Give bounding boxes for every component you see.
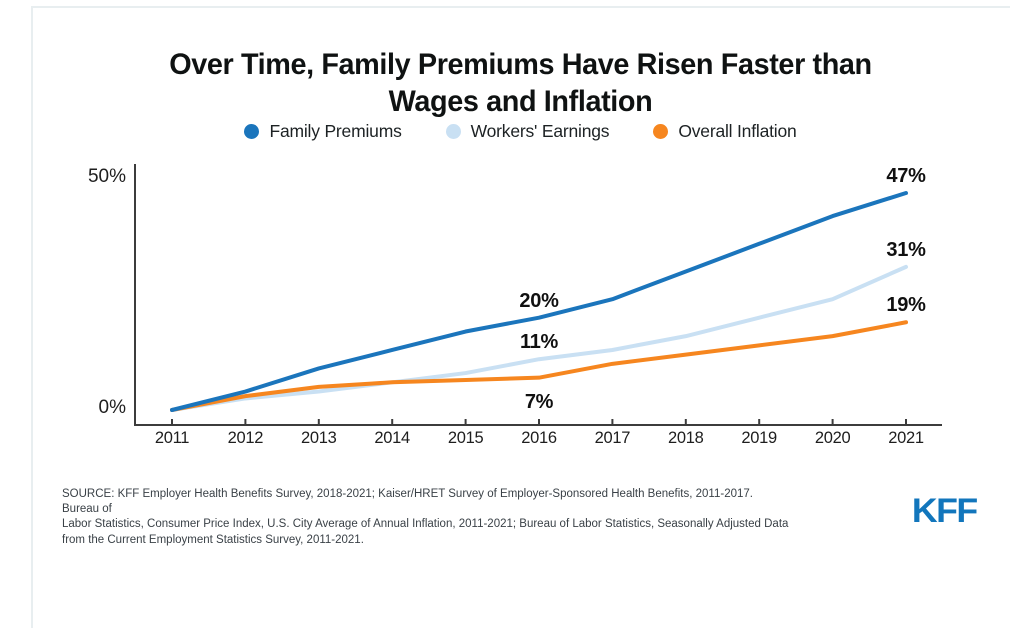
x-axis-tick-label: 2014 xyxy=(374,429,410,447)
kff-logo: KFF xyxy=(912,492,978,530)
x-axis-tick-label: 2013 xyxy=(301,429,337,447)
x-axis-tick-label: 2018 xyxy=(668,429,704,447)
data-point-label: 31% xyxy=(886,238,926,261)
x-axis-tick-label: 2019 xyxy=(741,429,777,447)
source-note-line: from the Current Employment Statistics S… xyxy=(62,533,364,546)
legend-label: Overall Inflation xyxy=(678,121,797,141)
chart-title: Over Time, Family Premiums Have Risen Fa… xyxy=(51,46,991,120)
legend-label: Family Premiums xyxy=(269,121,402,141)
legend-dot-icon xyxy=(244,124,260,139)
series-line-family-premiums xyxy=(170,191,908,412)
x-axis-tick-label: 2017 xyxy=(594,429,631,447)
x-axis-tick-label: 2016 xyxy=(521,429,557,447)
y-axis-tick-label: 50% xyxy=(87,166,126,188)
line-chart-plot xyxy=(134,164,942,426)
chart-title-line2: Wages and Inflation xyxy=(388,85,653,119)
data-point-label: 11% xyxy=(519,331,559,354)
y-axis-tick-label: 0% xyxy=(98,397,126,418)
x-axis-tick-label: 2021 xyxy=(888,429,924,447)
legend-label: Workers' Earnings xyxy=(470,121,610,141)
legend-dot-icon xyxy=(445,124,461,139)
data-point-label: 20% xyxy=(519,289,559,312)
source-note: SOURCE: KFF Employer Health Benefits Sur… xyxy=(62,487,792,548)
series-line-workers-earnings xyxy=(170,264,908,412)
legend-item-overall-inflation: Overall Inflation xyxy=(653,121,797,142)
series-line-overall-inflation xyxy=(170,320,908,412)
data-point-label: 47% xyxy=(886,165,926,187)
x-axis-tick-label: 2012 xyxy=(227,429,264,447)
legend-dot-icon xyxy=(653,124,669,139)
legend-item-family-premiums: Family Premiums xyxy=(244,121,402,142)
data-point-label: 7% xyxy=(524,390,554,413)
x-axis-tick-label: 2015 xyxy=(447,429,484,447)
chart-title-line1: Over Time, Family Premiums Have Risen Fa… xyxy=(169,48,872,82)
source-note-line: SOURCE: KFF Employer Health Benefits Sur… xyxy=(62,488,753,516)
chart-legend: Family Premiums Workers' Earnings Overall … xyxy=(31,121,1010,142)
source-note-line: Labor Statistics, Consumer Price Index, … xyxy=(62,518,789,531)
data-point-label: 19% xyxy=(886,294,926,317)
legend-item-workers-earnings: Workers' Earnings xyxy=(445,121,610,142)
x-axis-tick-label: 2020 xyxy=(814,429,851,447)
x-axis-tick-label: 2011 xyxy=(154,429,190,447)
